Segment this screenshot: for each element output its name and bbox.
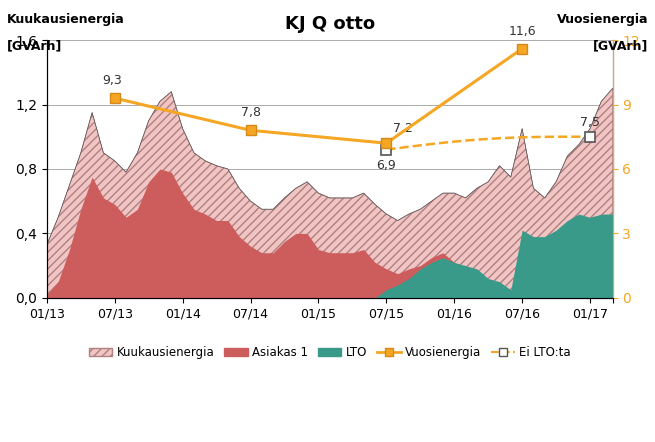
Legend: Kuukausienergia, Asiakas 1, LTO, Vuosienergia, Ei LTO:ta: Kuukausienergia, Asiakas 1, LTO, Vuosien…: [84, 342, 576, 364]
Text: 11,6: 11,6: [508, 25, 536, 38]
Text: Kuukausienergia: Kuukausienergia: [7, 13, 124, 26]
Text: 9,3: 9,3: [102, 74, 122, 87]
Title: KJ Q otto: KJ Q otto: [285, 15, 375, 33]
Text: [GVArh]: [GVArh]: [7, 40, 62, 53]
Text: [GVArh]: [GVArh]: [593, 40, 648, 53]
Text: 7,5: 7,5: [580, 116, 600, 129]
Text: 7,2: 7,2: [393, 122, 413, 135]
Text: Vuosienergia: Vuosienergia: [557, 13, 648, 26]
Text: 7,8: 7,8: [240, 107, 261, 119]
Text: 6,9: 6,9: [377, 159, 396, 172]
